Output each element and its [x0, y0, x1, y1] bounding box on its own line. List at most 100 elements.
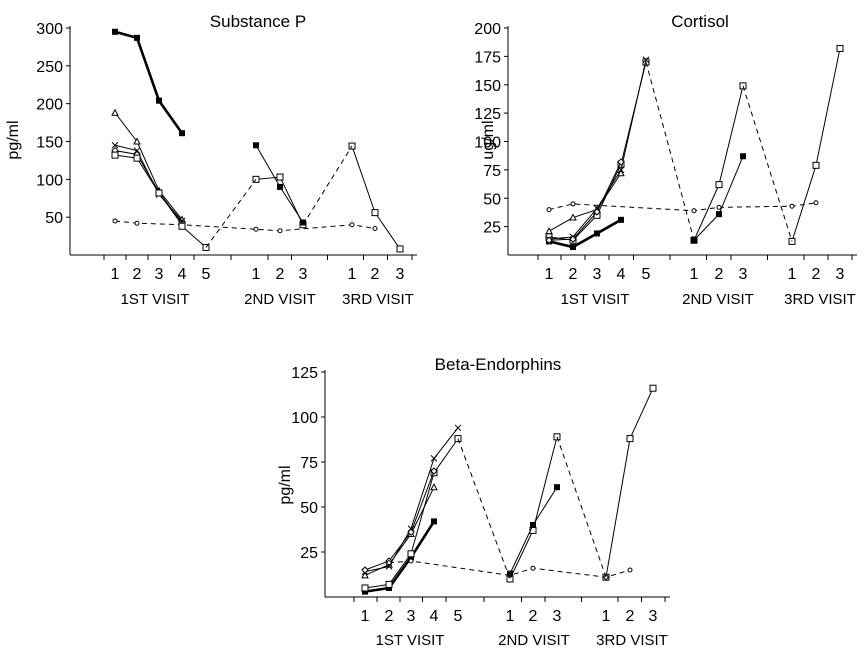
visit-label: 2ND VISIT	[244, 291, 316, 308]
data-point	[788, 237, 796, 245]
x-tick-label: 1	[111, 266, 120, 283]
series-7	[457, 436, 607, 580]
series-line	[791, 48, 841, 242]
data-point	[361, 566, 369, 574]
visit-label: 3RD VISIT	[342, 291, 414, 308]
data-point	[530, 522, 536, 528]
data-point	[626, 435, 634, 443]
data-point	[134, 34, 140, 41]
data-point	[134, 220, 140, 226]
x-tick-label: 1	[348, 266, 357, 283]
data-point	[594, 230, 600, 237]
series-line	[548, 161, 622, 241]
data-point	[715, 181, 723, 189]
x-tick-label: 2	[371, 266, 380, 283]
series-6	[386, 558, 633, 580]
y-tick-label: 25	[300, 545, 318, 562]
data-point	[155, 189, 163, 197]
series-line	[181, 225, 207, 248]
data-point	[112, 218, 118, 224]
series-line	[645, 61, 695, 241]
x-tick-label: 1	[690, 266, 699, 283]
x-tick-label: 1	[252, 266, 261, 283]
series-line	[351, 145, 401, 250]
x-tick-label: 3	[155, 266, 164, 283]
data-point	[253, 142, 259, 149]
x-tick-label: 2	[715, 266, 724, 283]
data-point	[740, 153, 746, 160]
visit-label: 2ND VISIT	[682, 291, 754, 308]
series-line	[556, 436, 607, 578]
data-point	[156, 97, 162, 104]
x-tick-label: 4	[617, 266, 626, 283]
data-point	[430, 455, 438, 462]
data-point	[111, 141, 119, 149]
series-1	[362, 518, 437, 595]
data-point	[407, 528, 415, 536]
data-point	[618, 216, 624, 223]
data-point	[593, 208, 601, 216]
series-line	[548, 173, 622, 232]
x-tick-label: 2	[133, 266, 142, 283]
x-tick-label: 5	[454, 608, 463, 625]
data-point	[178, 222, 186, 230]
x-tick-label: 3	[593, 266, 602, 283]
x-tick-label: 4	[178, 266, 187, 283]
data-point	[545, 236, 553, 244]
series-8	[507, 484, 560, 577]
data-point	[570, 244, 576, 251]
series-8	[691, 153, 746, 244]
data-point	[691, 208, 697, 214]
series-line	[364, 470, 435, 571]
data-point	[691, 237, 697, 244]
y-tick-label: 100	[36, 172, 63, 189]
data-point	[649, 384, 657, 392]
y-axis-label: pg/ml	[277, 465, 294, 504]
series-2	[111, 108, 186, 223]
x-tick-label: 2	[385, 608, 394, 625]
data-point	[642, 56, 650, 64]
visit-label: 1ST VISIT	[376, 632, 445, 649]
chart-title: Beta-Endorphins	[435, 355, 562, 374]
visit-label: 1ST VISIT	[121, 291, 190, 308]
series-line	[457, 438, 511, 580]
series-line	[548, 202, 817, 212]
data-point	[716, 211, 722, 218]
data-point	[569, 235, 577, 243]
series-6	[112, 218, 378, 234]
x-tick-label: 3	[739, 266, 748, 283]
data-point	[836, 44, 844, 52]
data-point	[349, 222, 355, 228]
series-9	[253, 142, 306, 226]
data-point	[716, 204, 722, 210]
y-axis-label: pg/ml	[5, 120, 22, 159]
data-point	[812, 161, 820, 169]
series-line	[364, 520, 436, 593]
y-tick-label: 300	[36, 21, 63, 38]
series-line	[364, 427, 459, 573]
data-point	[617, 166, 625, 174]
data-point	[407, 550, 415, 558]
series-3	[361, 483, 438, 579]
y-tick-label: 200	[474, 21, 501, 38]
data-point	[276, 173, 284, 181]
data-point	[530, 565, 536, 571]
series-line	[302, 145, 353, 225]
series-line	[114, 220, 376, 232]
data-point	[431, 518, 437, 525]
x-tick-label: 3	[649, 608, 658, 625]
x-tick-label: 1	[506, 608, 515, 625]
data-point	[133, 137, 141, 145]
y-tick-label: 175	[474, 49, 501, 66]
series-line	[114, 30, 184, 134]
x-tick-label: 2	[812, 266, 821, 283]
data-point	[361, 571, 369, 579]
y-tick-label: 200	[36, 97, 63, 114]
data-point	[430, 467, 438, 475]
data-point	[112, 28, 118, 35]
x-tick-label: 5	[642, 266, 651, 283]
data-point	[617, 158, 625, 166]
series-line	[255, 145, 304, 223]
y-tick-label: 100	[291, 410, 318, 427]
